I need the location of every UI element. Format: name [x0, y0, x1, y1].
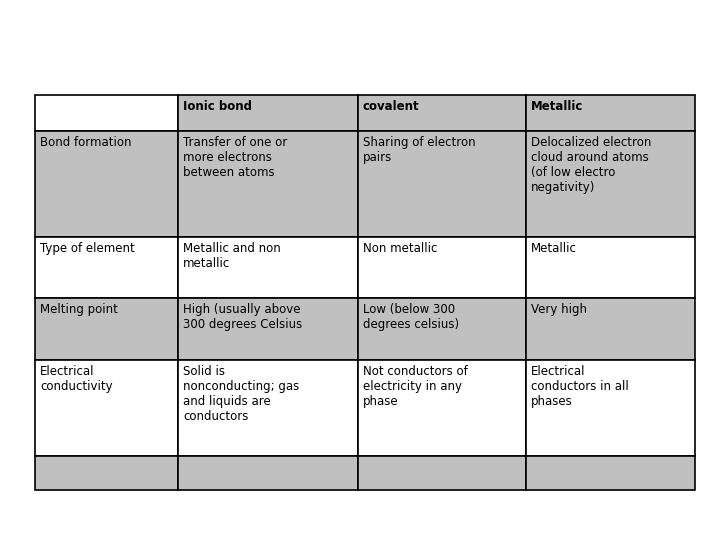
Bar — [526, 95, 695, 131]
Bar — [178, 95, 358, 131]
Bar — [358, 131, 526, 237]
Bar — [35, 131, 178, 237]
Bar — [526, 456, 695, 490]
Text: Electrical
conductors in all
phases: Electrical conductors in all phases — [531, 364, 629, 408]
Bar — [178, 237, 358, 298]
Text: Ionic bond: Ionic bond — [183, 100, 252, 113]
Text: Sharing of electron
pairs: Sharing of electron pairs — [363, 137, 475, 164]
Text: Electrical
conductivity: Electrical conductivity — [40, 364, 112, 393]
Bar — [35, 360, 178, 456]
Bar — [358, 95, 526, 131]
Text: Non metallic: Non metallic — [363, 242, 437, 255]
Bar — [35, 95, 178, 131]
Text: Solid is
nonconducting; gas
and liquids are
conductors: Solid is nonconducting; gas and liquids … — [183, 364, 300, 423]
Bar — [526, 237, 695, 298]
Text: Very high: Very high — [531, 303, 588, 316]
Text: Melting point: Melting point — [40, 303, 118, 316]
Bar — [358, 456, 526, 490]
Bar — [526, 131, 695, 237]
Text: High (usually above
300 degrees Celsius: High (usually above 300 degrees Celsius — [183, 303, 302, 331]
Bar — [358, 237, 526, 298]
Text: Metallic: Metallic — [531, 242, 577, 255]
Text: Delocalized electron
cloud around atoms
(of low electro
negativity): Delocalized electron cloud around atoms … — [531, 137, 652, 194]
Text: Bond formation: Bond formation — [40, 137, 132, 150]
Bar — [35, 298, 178, 360]
Text: Metallic: Metallic — [531, 100, 584, 113]
Bar — [35, 456, 178, 490]
Text: covalent: covalent — [363, 100, 419, 113]
Bar — [178, 456, 358, 490]
Text: Low (below 300
degrees celsius): Low (below 300 degrees celsius) — [363, 303, 459, 331]
Bar — [358, 298, 526, 360]
Text: Type of element: Type of element — [40, 242, 135, 255]
Bar — [35, 237, 178, 298]
Text: Metallic and non
metallic: Metallic and non metallic — [183, 242, 281, 270]
Text: Not conductors of
electricity in any
phase: Not conductors of electricity in any pha… — [363, 364, 467, 408]
Bar — [178, 298, 358, 360]
Text: Transfer of one or
more electrons
between atoms: Transfer of one or more electrons betwee… — [183, 137, 287, 179]
Bar — [178, 131, 358, 237]
Bar — [526, 360, 695, 456]
Bar — [178, 360, 358, 456]
Bar — [358, 360, 526, 456]
Bar — [526, 298, 695, 360]
